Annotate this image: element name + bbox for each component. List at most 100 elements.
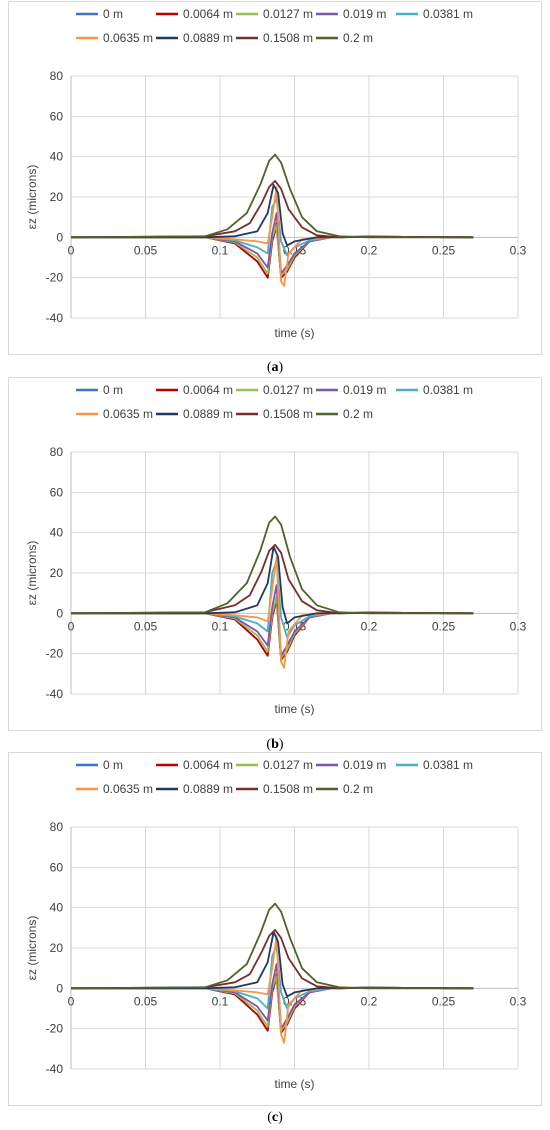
legend-label: 0.019 m: [343, 383, 386, 397]
x-tick-label: 0.05: [134, 243, 158, 257]
y-axis-title: εz (microns): [25, 165, 39, 230]
chart-frame-c: [8, 752, 542, 1106]
x-tick-label: 0.2: [361, 243, 378, 257]
x-tick-label: 0.2: [361, 619, 378, 633]
gridlines: [71, 75, 519, 319]
gridlines: [71, 451, 519, 695]
y-tick-label: 0: [56, 981, 63, 995]
series-line-6: [71, 184, 474, 247]
legend-label: 0.0127 m: [263, 758, 313, 772]
chart-frame-b: [8, 377, 542, 731]
legend-label: 0.0127 m: [263, 383, 313, 397]
chart-frame-a: [8, 1, 542, 355]
x-axis-title: time (s): [275, 702, 315, 716]
caption-a: (a): [266, 360, 284, 375]
y-tick-label: 80: [50, 445, 64, 459]
x-axis-title: time (s): [275, 1077, 315, 1091]
y-tick-label: -20: [46, 647, 64, 661]
y-tick-label: 40: [50, 526, 64, 540]
x-tick-label: 0.25: [432, 994, 456, 1008]
legend: 0 m 0.0064 m 0.0127 m 0.019 m 0.0381 m 0.0635…: [76, 383, 473, 421]
y-tick-label: -20: [46, 271, 64, 285]
legend-label: 0 m: [103, 758, 123, 772]
series-line-7: [70, 180, 474, 239]
legend-label: 0.0381 m: [423, 758, 473, 772]
y-tick-label: -40: [46, 1062, 64, 1076]
series-line-8: [70, 153, 474, 239]
y-tick-label: -20: [46, 1022, 64, 1036]
caption-c: (c): [267, 1110, 283, 1125]
y-tick-label: 60: [50, 109, 64, 123]
x-tick-label: 0: [68, 994, 75, 1008]
series-line-6: [71, 545, 474, 625]
y-tick-label: 80: [50, 820, 64, 834]
legend: 0 m 0.0064 m 0.0127 m 0.019 m 0.0381 m 0.0635…: [76, 758, 473, 796]
legend-label: 0.0064 m: [183, 383, 233, 397]
legend-label: 0.1508 m: [263, 31, 313, 45]
chart-svg-a: 0 m 0.0064 m 0.0127 m 0.019 m 0.0381 m 0.0635…: [25, 7, 527, 340]
x-tick-label: 0.3: [510, 994, 527, 1008]
x-tick-label: 0: [68, 243, 75, 257]
series-line-7: [70, 929, 474, 990]
y-tick-label: 80: [50, 69, 64, 83]
chart-panel-a: 0 m 0.0064 m 0.0127 m 0.019 m 0.0381 m 0.0635…: [8, 1, 542, 379]
plot-area: [70, 515, 474, 669]
legend-label: 0.1508 m: [263, 407, 313, 421]
y-tick-label: -40: [46, 311, 64, 325]
legend-label: 0.019 m: [343, 7, 386, 21]
legend-label: 0.0381 m: [423, 383, 473, 397]
legend-label: 0.0064 m: [183, 7, 233, 21]
y-tick-label: 0: [56, 606, 63, 620]
gridlines: [71, 826, 519, 1070]
legend-label: 0.0889 m: [183, 31, 233, 45]
x-tick-label: 0.05: [134, 619, 158, 633]
legend-label: 0.0889 m: [183, 407, 233, 421]
x-tick-label: 0.3: [510, 619, 527, 633]
legend-label: 0.2 m: [343, 782, 373, 796]
chart-panel-b: 0 m 0.0064 m 0.0127 m 0.019 m 0.0381 m 0.0635…: [8, 377, 542, 755]
y-tick-label: 20: [50, 941, 64, 955]
y-tick-label: 40: [50, 901, 64, 915]
caption-b: (b): [266, 737, 284, 752]
x-tick-label: 0.3: [510, 243, 527, 257]
legend-label: 0.2 m: [343, 407, 373, 421]
series-line-6: [71, 931, 474, 998]
y-tick-label: 20: [50, 566, 64, 580]
x-tick-label: 0.25: [432, 619, 456, 633]
legend-label: 0.0635 m: [103, 407, 153, 421]
y-tick-label: 60: [50, 860, 64, 874]
y-tick-label: 20: [50, 190, 64, 204]
x-axis-title: time (s): [275, 326, 315, 340]
legend-label: 0 m: [103, 383, 123, 397]
legend: 0 m 0.0064 m 0.0127 m 0.019 m 0.0381 m 0.0635…: [76, 7, 473, 45]
legend-label: 0.0064 m: [183, 758, 233, 772]
legend-label: 0 m: [103, 7, 123, 21]
y-axis-title: εz (microns): [25, 916, 39, 981]
legend-label: 0.019 m: [343, 758, 386, 772]
y-tick-label: 60: [50, 485, 64, 499]
x-tick-label: 0.1: [212, 994, 229, 1008]
x-tick-label: 0.25: [432, 243, 456, 257]
legend-label: 0.0127 m: [263, 7, 313, 21]
x-tick-label: 0.1: [212, 243, 229, 257]
x-tick-label: 0: [68, 619, 75, 633]
legend-label: 0.0635 m: [103, 782, 153, 796]
y-tick-label: 40: [50, 150, 64, 164]
plot-area: [70, 153, 474, 287]
x-tick-label: 0.1: [212, 619, 229, 633]
legend-label: 0.2 m: [343, 31, 373, 45]
legend-label: 0.0381 m: [423, 7, 473, 21]
legend-label: 0.1508 m: [263, 782, 313, 796]
plot-area: [70, 902, 474, 1044]
legend-label: 0.0889 m: [183, 782, 233, 796]
chart-svg-c: 0 m 0.0064 m 0.0127 m 0.019 m 0.0381 m 0.0635…: [25, 758, 527, 1091]
series-line-8: [70, 902, 474, 990]
legend-label: 0.0635 m: [103, 31, 153, 45]
chart-panel-c: 0 m 0.0064 m 0.0127 m 0.019 m 0.0381 m 0.0635…: [8, 752, 542, 1130]
series-line-4: [71, 560, 474, 639]
x-tick-label: 0.05: [134, 994, 158, 1008]
y-axis-title: εz (microns): [25, 541, 39, 606]
series-line-7: [70, 543, 474, 615]
y-tick-label: 0: [56, 230, 63, 244]
y-tick-label: -40: [46, 687, 64, 701]
